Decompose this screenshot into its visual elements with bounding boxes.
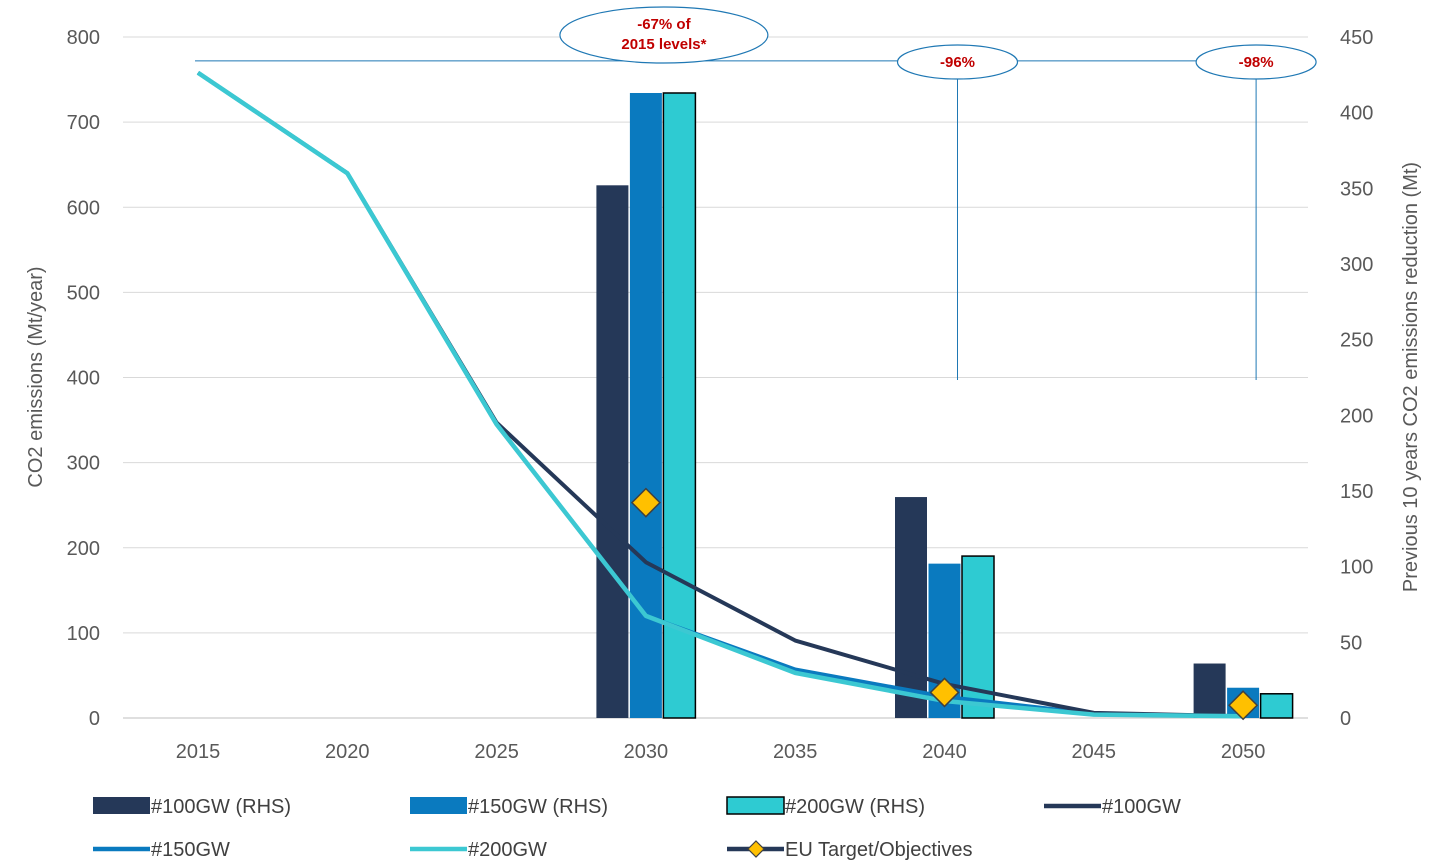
callouts: -67% of 2015 levels* -96% -98%: [559, 6, 1317, 380]
x-tick-label: 2035: [773, 741, 818, 763]
bar: [1259, 693, 1294, 719]
legend-label: #100GW: [1102, 796, 1181, 818]
y-tick-label: 100: [67, 623, 100, 645]
y-tick-label: 800: [67, 27, 100, 49]
x-tick-label: 2050: [1221, 741, 1266, 763]
bar-series: [596, 92, 1294, 719]
legend-label: #150GW: [151, 839, 230, 861]
left-axis-title: CO2 emissions (Mt/year): [25, 266, 47, 487]
legend-label: #200GW: [468, 839, 547, 861]
y-tick-label: 700: [67, 112, 100, 134]
x-axis-ticks: 2015 2020 2025 2030 2035 2040 2045 2050: [176, 741, 1266, 763]
y-tick-label: 300: [67, 453, 100, 475]
y-tick-label: 0: [89, 708, 100, 730]
y-tick-label: 600: [67, 197, 100, 219]
right-axis-ticks: 0 50 100 150 200 250 300 350 400 450: [1340, 27, 1373, 730]
legend-label: #150GW (RHS): [468, 796, 608, 818]
bar: [1193, 663, 1226, 718]
bar: [596, 185, 629, 719]
right-axis-title: Previous 10 years CO2 emissions reductio…: [1400, 162, 1422, 592]
x-tick-label: 2040: [922, 741, 967, 763]
y-tick-label: 400: [67, 368, 100, 390]
callout-bubble: [559, 6, 769, 64]
callout-label: -96%: [940, 54, 975, 71]
y-tick-label: 200: [67, 538, 100, 560]
series-line: [196, 71, 1244, 719]
gridlines: [123, 36, 1308, 719]
target-marker: [929, 677, 960, 708]
callout-label: 2015 levels*: [621, 36, 706, 53]
legend-label: #200GW (RHS): [785, 796, 925, 818]
legend: #100GW (RHS) #150GW (RHS) #200GW (RHS) #100…: [93, 796, 1181, 861]
y2-tick-label: 50: [1340, 632, 1362, 654]
target-markers: [630, 487, 1259, 721]
y2-tick-label: 150: [1340, 481, 1373, 503]
target-marker: [630, 487, 661, 518]
y2-tick-label: 300: [1340, 254, 1373, 276]
callout-label: -67% of: [637, 16, 691, 33]
legend-swatch: [410, 797, 467, 814]
x-tick-label: 2045: [1072, 741, 1117, 763]
x-tick-label: 2030: [624, 741, 669, 763]
x-tick-label: 2025: [474, 741, 519, 763]
legend-label: #100GW (RHS): [151, 796, 291, 818]
left-axis-ticks: 0 100 200 300 400 500 600 700 800: [67, 27, 100, 730]
bar: [662, 92, 697, 719]
y-tick-label: 500: [67, 282, 100, 304]
bar: [629, 92, 662, 718]
y2-tick-label: 100: [1340, 557, 1373, 579]
callout-bubble: [1195, 44, 1317, 80]
y2-tick-label: 250: [1340, 330, 1373, 352]
callout-bubble: [896, 44, 1019, 80]
bar: [895, 497, 927, 718]
line-series: [196, 70, 1244, 719]
y2-tick-label: 400: [1340, 103, 1373, 125]
legend-swatch: [93, 797, 150, 814]
x-tick-label: 2020: [325, 741, 370, 763]
legend-swatch: [726, 796, 785, 815]
callout-label: -98%: [1239, 54, 1274, 71]
y2-tick-label: 350: [1340, 178, 1373, 200]
y2-tick-label: 0: [1340, 708, 1351, 730]
y2-tick-label: 200: [1340, 405, 1373, 427]
x-tick-label: 2015: [176, 741, 221, 763]
y2-tick-label: 450: [1340, 27, 1373, 49]
legend-label: EU Target/Objectives: [785, 839, 973, 861]
series-line: [196, 71, 1244, 719]
legend-marker: [747, 840, 765, 858]
series-line: [196, 70, 1244, 719]
target-marker: [1228, 690, 1259, 721]
